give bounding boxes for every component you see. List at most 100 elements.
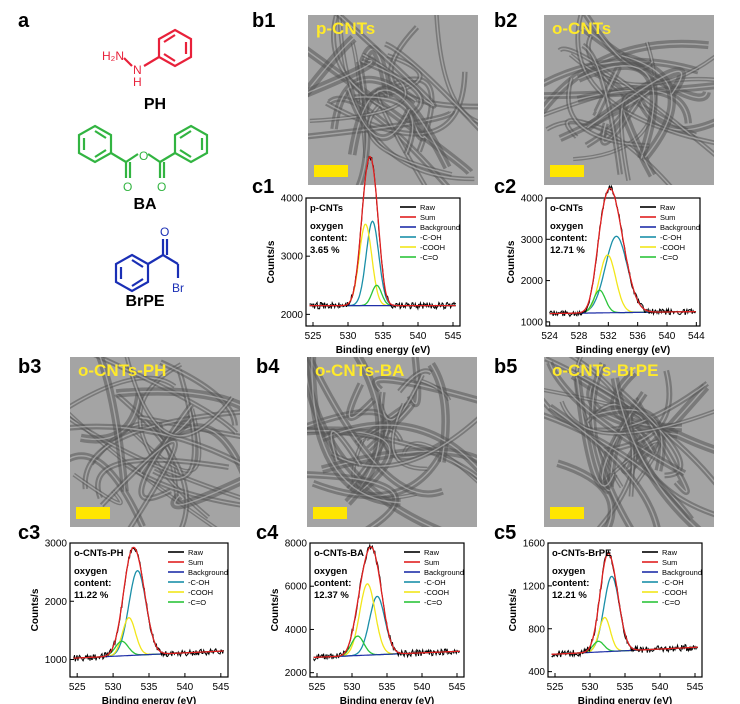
y-tick-label: 3000 <box>281 252 304 263</box>
y-tick-label: 6000 <box>285 582 308 593</box>
benzoic-anhydride-structure <box>77 124 209 178</box>
tem-title-b5: o-CNTs-BrPE <box>552 361 659 380</box>
x-tick-label: 525 <box>547 682 564 693</box>
tem-image-b2: o-CNTs <box>544 15 714 185</box>
legend-label: Background <box>662 568 702 577</box>
oxygen-content-annotation: oxygen <box>74 566 107 577</box>
panel-label-b4: b4 <box>256 356 280 378</box>
x-tick-label: 535 <box>617 682 634 693</box>
scale-bar <box>550 507 584 519</box>
x-tick-label: 530 <box>340 331 357 342</box>
sum-line <box>549 187 696 315</box>
tem-image-b3: o-CNTs-PH <box>70 357 240 527</box>
ph-n-text: N <box>133 63 142 77</box>
y-tick-label: 2000 <box>521 276 544 287</box>
legend-label: Sum <box>662 558 677 567</box>
oxygen-content-annotation: 12.21 % <box>552 590 587 601</box>
chart-title: o-CNTs-BA <box>314 548 364 559</box>
panel-label-c3: c3 <box>18 522 41 544</box>
bromoacetophenone-structure <box>114 239 180 293</box>
y-axis-label: Counts/s <box>30 588 41 631</box>
chart-title: o-CNTs-BrPE <box>552 548 611 559</box>
plot-frame <box>547 542 703 678</box>
oxygen-content-annotation: oxygen <box>550 221 583 232</box>
x-tick-label: 540 <box>414 682 431 693</box>
plot-frame <box>545 197 701 327</box>
y-tick-label: 400 <box>528 667 545 678</box>
y-tick-label: 2000 <box>45 597 68 608</box>
x-tick-label: 530 <box>582 682 599 693</box>
oxygen-content-annotation: 11.22 % <box>74 590 109 601</box>
x-axis-label: Binding energy (eV) <box>576 345 670 356</box>
oxygen-content-annotation: content: <box>310 233 347 244</box>
legend-label: Raw <box>188 548 204 557</box>
legend-label: -C=O <box>660 253 678 262</box>
oxygen-content-annotation: 3.65 % <box>310 245 340 256</box>
x-tick-label: 525 <box>309 682 326 693</box>
nanotube-texture <box>544 15 714 185</box>
sum-line <box>551 552 698 655</box>
legend-label: Raw <box>424 548 440 557</box>
y-tick-label: 800 <box>528 624 545 635</box>
panel-label-c5: c5 <box>494 522 517 544</box>
y-tick-label: 4000 <box>285 625 308 636</box>
x-tick-label: 540 <box>652 682 669 693</box>
x-tick-label: 530 <box>105 682 122 693</box>
x-axis-label: Binding energy (eV) <box>102 696 196 704</box>
nanotube-texture <box>70 357 240 527</box>
y-tick-label: 3000 <box>45 539 68 550</box>
sum-line <box>73 546 224 659</box>
x-axis-label: Binding energy (eV) <box>336 345 430 356</box>
panel-label-b3: b3 <box>18 356 42 378</box>
x-tick-label: 536 <box>629 331 646 342</box>
legend-label: Raw <box>420 203 436 212</box>
y-tick-label: 3000 <box>521 235 544 246</box>
molecule-name-ph: PH <box>143 96 167 113</box>
sum-line <box>309 155 456 307</box>
legend-label: Sum <box>188 558 203 567</box>
legend-label: -C-OH <box>424 578 446 587</box>
scale-bar <box>313 507 347 519</box>
x-tick-label: 545 <box>212 682 229 693</box>
molecule-name-brpe: BrPE <box>125 293 165 310</box>
chart-title: o-CNTs <box>550 203 583 214</box>
y-tick-label: 4000 <box>521 194 544 205</box>
y-axis-label: Counts/s <box>270 588 281 631</box>
phenylhydrazine-structure <box>123 28 193 68</box>
legend-label: Raw <box>662 548 678 557</box>
sum-line <box>313 546 460 659</box>
tem-title-b1: p-CNTs <box>316 19 376 38</box>
x-tick-label: 530 <box>344 682 361 693</box>
panel-label-b1: b1 <box>252 10 276 32</box>
y-tick-label: 1600 <box>523 539 546 550</box>
legend-label: -C=O <box>188 598 206 607</box>
x-tick-label: 540 <box>659 331 676 342</box>
y-tick-label: 1000 <box>521 317 544 328</box>
oxygen-content-annotation: content: <box>314 578 351 589</box>
molecule-name-ba: BA <box>133 196 157 213</box>
oxygen-content-annotation: 12.71 % <box>550 245 585 256</box>
svg-text:O: O <box>123 180 132 194</box>
legend-label: -COOH <box>420 243 445 252</box>
tem-title-b2: o-CNTs <box>552 19 612 38</box>
legend-label: -C-OH <box>188 578 210 587</box>
panel-label-c4: c4 <box>256 522 279 544</box>
legend-label: Background <box>188 568 228 577</box>
ph-nh2-text: H₂N <box>102 49 124 63</box>
chemical-structures: H₂N N H O O O O Br <box>77 28 209 295</box>
legend-label: Background <box>420 223 460 232</box>
panel-label-a: a <box>18 10 30 32</box>
x-tick-label: 532 <box>600 331 617 342</box>
x-tick-label: 535 <box>141 682 158 693</box>
x-tick-label: 545 <box>445 331 462 342</box>
legend-label: Sum <box>424 558 439 567</box>
tem-image-b1: p-CNTs <box>308 15 478 185</box>
nanotube-texture <box>307 357 477 527</box>
x-tick-label: 525 <box>69 682 86 693</box>
y-tick-label: 1200 <box>523 581 546 592</box>
legend-label: Background <box>660 223 700 232</box>
svg-text:O: O <box>160 225 169 239</box>
svg-text:O: O <box>157 180 166 194</box>
y-axis-label: Counts/s <box>508 588 519 631</box>
y-tick-label: 4000 <box>281 194 304 205</box>
